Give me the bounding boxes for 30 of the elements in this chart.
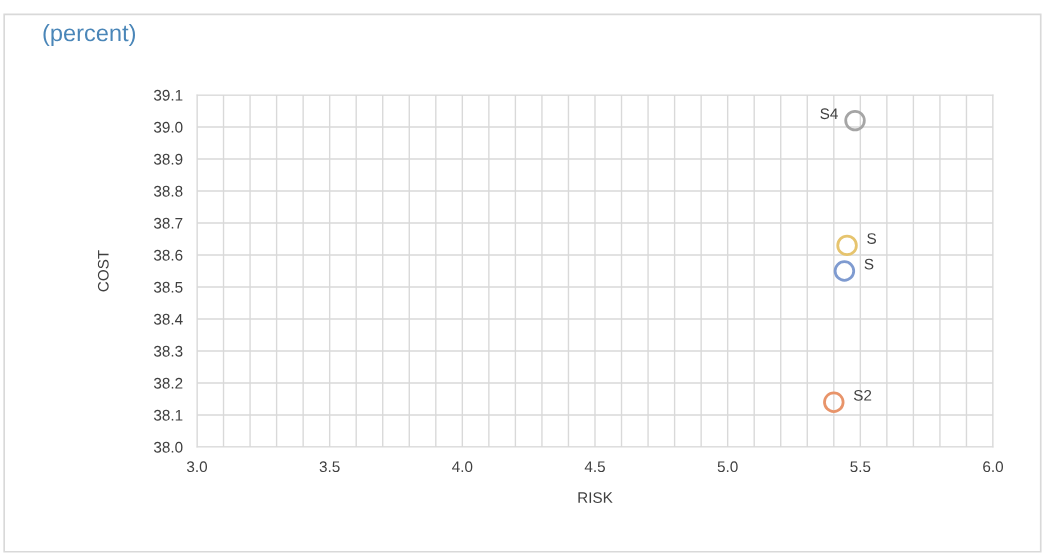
y-tick-label: 38.7 — [153, 217, 183, 229]
x-tick-label: 5.5 — [850, 461, 871, 473]
y-tick-label: 38.8 — [153, 185, 183, 197]
x-tick-label: 4.0 — [452, 461, 473, 473]
y-tick-label: 38.3 — [153, 345, 183, 357]
x-tick-label: 5.0 — [717, 461, 738, 473]
y-tick-label: 38.9 — [153, 153, 183, 165]
x-tick-label: 3.5 — [319, 461, 340, 473]
point — [836, 234, 858, 257]
chart-subtitle: (percent) — [43, 24, 136, 47]
y-tick-label: 38.0 — [153, 441, 183, 453]
x-tick-label: 4.5 — [584, 461, 605, 473]
y-tick-label: 38.4 — [153, 313, 183, 325]
x-tick-label: 6.0 — [983, 461, 1004, 473]
series-label: S4 — [820, 108, 838, 120]
y-tick-label: 39.1 — [153, 89, 183, 101]
y-tick-label: 38.2 — [153, 377, 183, 389]
y-axis-title: COST — [97, 250, 109, 292]
y-tick-label: 38.5 — [153, 281, 183, 293]
point — [833, 260, 856, 282]
x-axis-title: RISK — [578, 492, 613, 504]
y-tick-label: 38.1 — [153, 409, 183, 421]
point — [823, 391, 845, 413]
y-tick-label: 39.0 — [153, 121, 183, 133]
series-label: S — [864, 258, 874, 270]
y-tick-label: 38.6 — [153, 249, 183, 261]
point — [844, 109, 866, 132]
series-label: S — [867, 233, 876, 244]
text: 3.0 — [186, 461, 208, 473]
series-label: S2 — [853, 389, 872, 401]
